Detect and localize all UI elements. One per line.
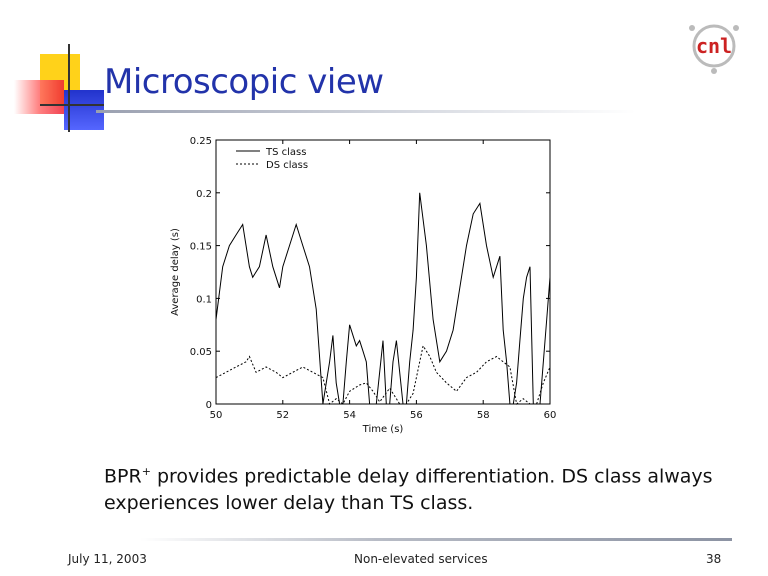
title-underline — [96, 110, 636, 113]
logo-text: cnl — [696, 34, 732, 58]
x-axis-label: Time (s) — [362, 424, 404, 435]
x-tick-label: 56 — [410, 410, 423, 421]
x-tick-label: 58 — [477, 410, 490, 421]
deco-horizontal-line — [40, 104, 104, 106]
footer-rule — [140, 538, 732, 541]
cnl-logo: cnl — [686, 18, 742, 74]
delay-chart: 50 52 54 56 58 60 0 0.05 0.1 0.15 0.2 0.25 Time (s) A… — [170, 136, 557, 435]
footer-center-text: Non-elevated services — [354, 552, 488, 566]
y-tick-label: 0.1 — [196, 294, 212, 305]
slide-title: Microscopic view — [104, 62, 384, 102]
slide-body-text: BPR+ provides predictable delay differen… — [104, 458, 724, 517]
footer-date: July 11, 2003 — [68, 552, 147, 566]
series-line-ts-class — [215, 192, 551, 405]
deco-red-block — [14, 80, 64, 114]
body-superscript: + — [141, 465, 151, 478]
x-tick-label: 52 — [276, 410, 289, 421]
series-line-ds-class — [215, 344, 551, 405]
body-rest: provides predictable delay differentiati… — [104, 465, 713, 515]
deco-vertical-line — [68, 44, 70, 132]
x-tick-label: 50 — [210, 410, 223, 421]
body-prefix: BPR — [104, 465, 142, 488]
y-tick-label: 0.2 — [196, 189, 212, 200]
y-tick-label: 0.15 — [190, 242, 212, 253]
x-tick-label: 60 — [544, 410, 557, 421]
y-tick-label: 0.25 — [190, 136, 212, 147]
plot-frame — [215, 139, 551, 405]
y-tick-label: 0 — [206, 400, 212, 411]
legend-label: DS class — [266, 160, 308, 171]
y-tick-label: 0.05 — [190, 347, 212, 358]
legend-label: TS class — [265, 147, 306, 158]
x-tick-label: 54 — [343, 410, 356, 421]
y-axis-label: Average delay (s) — [170, 228, 181, 316]
page-number: 38 — [706, 552, 722, 566]
